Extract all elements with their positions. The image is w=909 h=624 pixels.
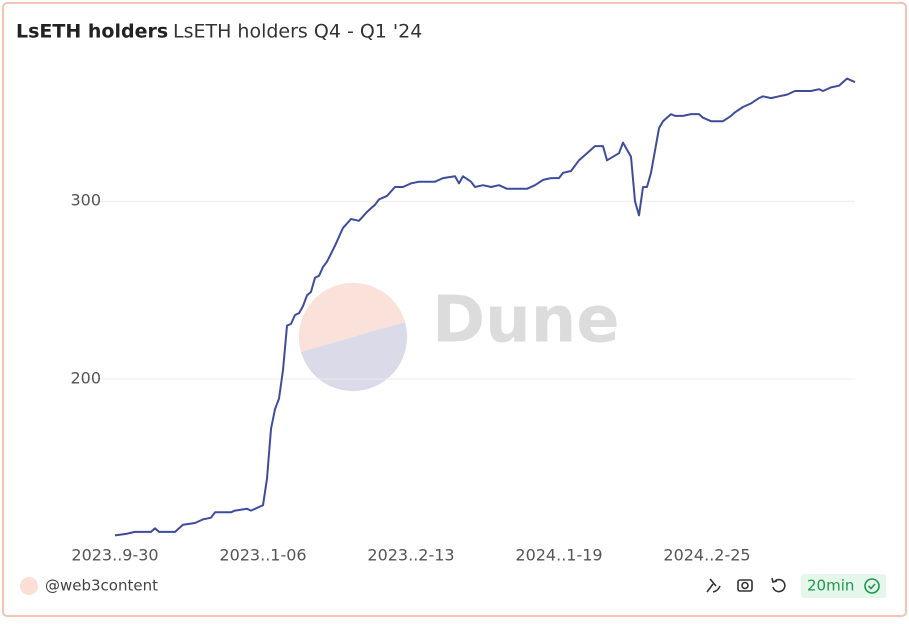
chart-title: LsETH holders	[16, 21, 168, 43]
watermark-logo-top	[298, 282, 405, 352]
refresh-interval: 20min	[807, 577, 854, 595]
y-tick-label: 300	[70, 191, 101, 210]
x-tick-label: 2023..2-13	[367, 546, 454, 565]
author-avatar	[20, 577, 38, 595]
x-tick-label: 2023..1-06	[219, 546, 306, 565]
watermark-text: Dune	[432, 284, 620, 358]
line	[114, 77, 856, 537]
embed-icon[interactable]	[706, 578, 721, 593]
chart-subtitle: LsETH holders Q4 - Q1 '24	[173, 21, 422, 43]
watermark-logo-bottom	[301, 322, 408, 392]
screenshot-icon[interactable]	[737, 579, 753, 592]
x-tick-label: 2023..9-30	[71, 546, 158, 565]
y-tick-label: 200	[70, 369, 101, 388]
x-tick-label: 2024..2-25	[663, 546, 750, 565]
toolbar	[706, 577, 786, 593]
watermark: Dune	[298, 282, 620, 392]
refresh-icon[interactable]	[771, 577, 786, 593]
refresh-badge[interactable]	[801, 574, 886, 598]
status-icon	[864, 578, 880, 594]
x-tick-label: 2024..1-19	[515, 546, 602, 565]
author[interactable]: @web3content	[45, 577, 158, 595]
screenshot-icon-lens	[741, 581, 749, 590]
status-check	[867, 583, 876, 590]
